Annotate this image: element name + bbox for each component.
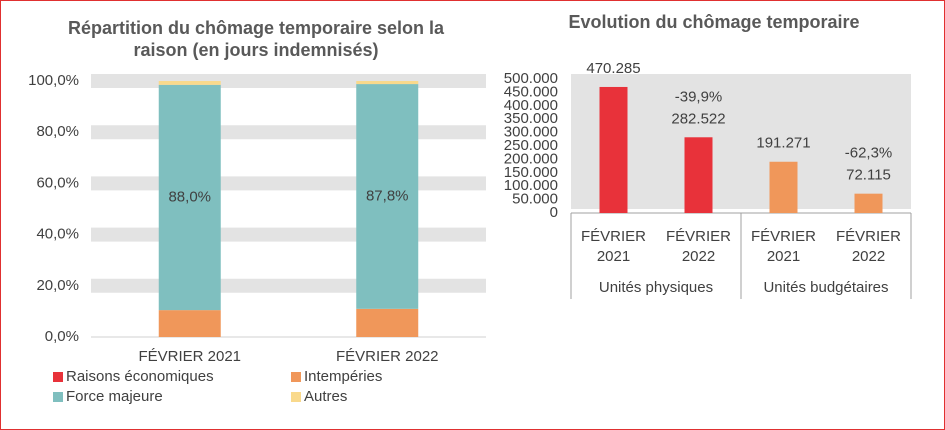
legend-marker xyxy=(53,392,63,402)
data-label: 87,8% xyxy=(366,187,409,204)
change-label: -62,3% xyxy=(845,145,893,162)
data-label: 282.522 xyxy=(671,110,725,127)
bar xyxy=(854,193,883,213)
data-label: 191.271 xyxy=(756,135,810,152)
legend-label: Autres xyxy=(304,388,347,405)
bar xyxy=(769,161,798,213)
y-tick-label: 0 xyxy=(550,204,558,221)
y-tick-label: 150.000 xyxy=(504,164,558,181)
bar xyxy=(684,137,713,213)
y-tick-label: 50.000 xyxy=(512,191,558,208)
data-label: 470.285 xyxy=(586,60,640,77)
y-tick-label: 80,0% xyxy=(36,123,79,140)
y-tick-label: 400.000 xyxy=(504,97,558,114)
x-tick-label: FÉVRIER 2022 xyxy=(336,348,439,365)
y-tick-label: 250.000 xyxy=(504,137,558,154)
data-label: 72.115 xyxy=(846,167,891,184)
bar-segment xyxy=(356,81,419,85)
group-label: Unités budgétaires xyxy=(763,279,888,296)
x-tick-label: FÉVRIER 2022 xyxy=(665,228,731,265)
legend-label: Raisons économiques xyxy=(66,368,214,385)
y-tick-label: 20,0% xyxy=(36,277,79,294)
y-tick-label: 0,0% xyxy=(45,328,79,345)
y-tick-label: 40,0% xyxy=(36,226,79,243)
bar-segment xyxy=(158,310,221,337)
bar-segment xyxy=(158,81,221,85)
change-label: -39,9% xyxy=(675,88,723,105)
x-tick-label: FÉVRIER 2022 xyxy=(835,228,901,265)
bar xyxy=(599,86,628,213)
y-tick-label: 100,0% xyxy=(28,72,79,89)
bar-segment xyxy=(356,84,419,309)
plot-background xyxy=(571,74,911,209)
data-label: 88,0% xyxy=(168,188,211,205)
y-tick-label: 450.000 xyxy=(504,83,558,100)
legend-label: Intempéries xyxy=(304,368,382,385)
x-tick-label: FÉVRIER 2021 xyxy=(750,228,816,265)
y-tick-label: 100.000 xyxy=(504,177,558,194)
chart-title: Répartition du chômage temporaire selon … xyxy=(67,18,445,60)
bar-segment xyxy=(356,308,419,337)
x-tick-label: FÉVRIER 2021 xyxy=(138,348,241,365)
x-tick-label: FÉVRIER 2021 xyxy=(580,228,646,265)
legend-marker xyxy=(53,372,63,382)
y-tick-label: 500.000 xyxy=(504,70,558,87)
group-label: Unités physiques xyxy=(599,279,713,296)
bar-segment xyxy=(158,84,221,311)
legend-label: Force majeure xyxy=(66,388,163,405)
legend-marker xyxy=(291,372,301,382)
y-tick-label: 350.000 xyxy=(504,110,558,127)
y-tick-label: 60,0% xyxy=(36,174,79,191)
legend-marker xyxy=(291,392,301,402)
chart-title: Evolution du chômage temporaire xyxy=(568,12,859,32)
y-tick-label: 300.000 xyxy=(504,124,558,141)
y-tick-label: 200.000 xyxy=(504,150,558,167)
